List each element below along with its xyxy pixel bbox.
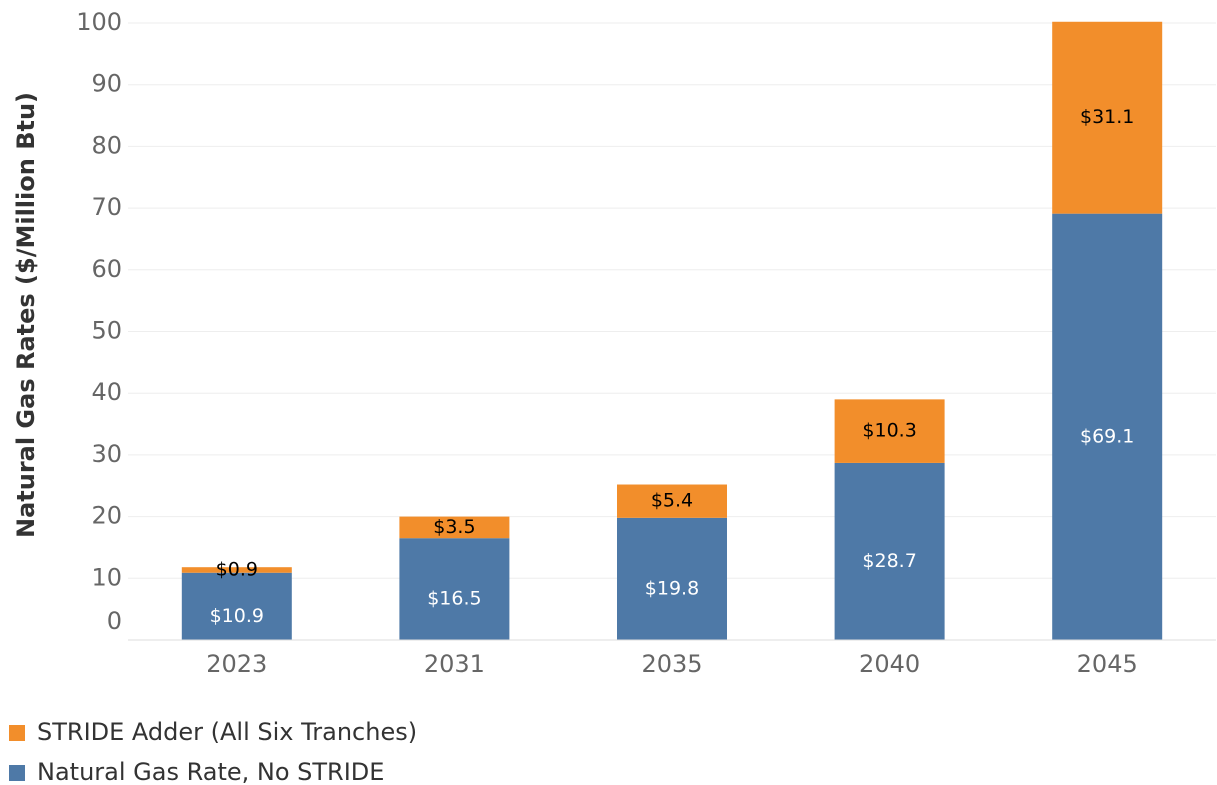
y-tick-label: 70 xyxy=(91,193,122,221)
y-tick-label: 90 xyxy=(91,70,122,98)
bar-segment xyxy=(834,399,945,463)
data-label: $31.1 xyxy=(1080,106,1134,128)
bar-segment xyxy=(181,572,292,640)
bar-segment xyxy=(399,538,510,640)
y-tick-label: 40 xyxy=(91,378,122,406)
data-label: $19.8 xyxy=(645,577,699,599)
x-tick-label: 2023 xyxy=(206,650,267,678)
data-label: $3.5 xyxy=(433,516,475,538)
legend-swatch xyxy=(9,725,25,741)
data-label: $10.3 xyxy=(862,420,916,442)
legend-swatch xyxy=(9,765,25,781)
data-label: $0.9 xyxy=(216,558,258,580)
y-tick-label: 100 xyxy=(76,8,122,36)
x-tick-label: 2045 xyxy=(1077,650,1138,678)
y-tick-label: 80 xyxy=(91,131,122,159)
bar-segment xyxy=(181,567,292,573)
x-tick-label: 2035 xyxy=(641,650,702,678)
x-tick-label: 2040 xyxy=(859,650,920,678)
y-tick-label: 0 xyxy=(107,607,122,635)
data-label: $10.9 xyxy=(210,605,264,627)
bar-segment xyxy=(617,517,727,640)
bar-segment xyxy=(617,484,727,518)
bar-segment xyxy=(1052,21,1163,214)
y-tick-label: 50 xyxy=(91,317,122,345)
y-tick-label: 10 xyxy=(91,563,122,591)
y-tick-label: 30 xyxy=(91,440,122,468)
bar-segment xyxy=(399,516,510,539)
legend-label: STRIDE Adder (All Six Tranches) xyxy=(37,718,417,746)
y-axis-title: Natural Gas Rates ($/Million Btu) xyxy=(12,92,40,538)
legend-label: Natural Gas Rate, No STRIDE xyxy=(37,758,384,785)
y-tick-label: 20 xyxy=(91,502,122,530)
x-tick-label: 2031 xyxy=(424,650,485,678)
bar-segment xyxy=(1052,213,1163,640)
y-tick-label: 60 xyxy=(91,255,122,283)
data-label: $5.4 xyxy=(651,490,693,512)
data-label: $69.1 xyxy=(1080,425,1134,447)
bar-segment xyxy=(834,462,945,640)
data-label: $16.5 xyxy=(427,588,481,610)
data-label: $28.7 xyxy=(862,550,916,572)
